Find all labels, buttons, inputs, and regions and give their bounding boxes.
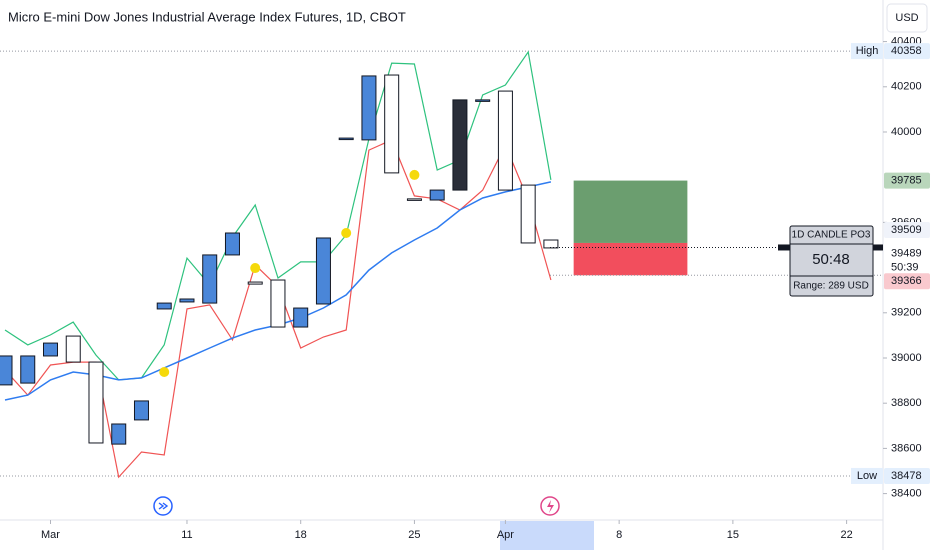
low-price: 38478 (891, 470, 922, 482)
y-tick-label: 39200 (891, 307, 922, 319)
candle-body (224, 232, 240, 256)
low-label: Low (857, 470, 877, 482)
stop-price: 39366 (891, 275, 922, 287)
stop-price-box (884, 273, 930, 290)
last-price-marker (873, 244, 883, 251)
candle-body (475, 99, 491, 102)
y-tick-label: 40200 (891, 81, 922, 93)
po3-title: 1D CANDLE PO3 (792, 230, 871, 241)
candle-body (247, 281, 263, 285)
last-price-box (884, 245, 930, 262)
candle-body (65, 335, 81, 363)
candle-body (543, 239, 559, 249)
candle-body (452, 99, 468, 191)
candle-body (270, 279, 286, 328)
chart-title: Micro E-mini Dow Jones Industrial Averag… (8, 9, 406, 24)
candle-body (497, 90, 513, 191)
target-price: 39785 (891, 174, 922, 186)
candle-body (520, 184, 536, 244)
entry-price: 39509 (891, 224, 922, 236)
y-tick-label: 40000 (891, 126, 922, 138)
x-tick-label: Apr (497, 529, 514, 541)
x-tick-label: 15 (727, 529, 739, 541)
candle-body (384, 74, 400, 174)
x-tick-label: 25 (408, 529, 420, 541)
candle-body (361, 75, 377, 141)
high-price: 40358 (891, 45, 922, 57)
candle-body (156, 302, 172, 310)
signal-dot (409, 169, 420, 180)
high-label-box (851, 43, 883, 60)
high-label: High (856, 45, 879, 57)
signal-dot (159, 367, 170, 378)
candle-body (429, 189, 445, 201)
date-range-highlight (500, 521, 594, 550)
candle-body (0, 355, 13, 386)
candle-body (338, 137, 354, 141)
candle-body (20, 355, 36, 384)
event-icon-glyph (158, 502, 169, 510)
candle-body (406, 198, 422, 201)
last-price-marker (778, 244, 790, 251)
countdown: 50:39 (891, 261, 919, 273)
po3-range: Range: 289 USD (793, 281, 869, 292)
loss-zone (573, 242, 688, 276)
event-icon-glyph (547, 500, 554, 513)
x-tick-label: 8 (616, 529, 622, 541)
signal-dot (250, 263, 261, 274)
low-label-box (851, 467, 883, 484)
candle-body (179, 298, 195, 303)
x-tick-label: 22 (840, 529, 852, 541)
low-price-box (884, 467, 930, 484)
candle-body (293, 307, 309, 328)
entry-price-box (884, 221, 930, 238)
last-price: 39489 (891, 247, 922, 259)
x-tick-label: 11 (181, 529, 192, 541)
x-tick-label: 18 (295, 529, 307, 541)
y-tick-label: 38400 (891, 488, 922, 500)
candle-body (202, 254, 218, 304)
target-price-box (884, 172, 930, 189)
candle-body (133, 400, 149, 421)
y-tick-label: 39000 (891, 352, 922, 364)
currency-button[interactable] (886, 3, 928, 33)
candle-body (42, 342, 58, 357)
high-price-box (884, 43, 930, 60)
x-tick-label: Mar (41, 529, 60, 541)
candle-body (88, 361, 104, 444)
candle-body (315, 237, 331, 305)
candle-body (111, 423, 127, 445)
y-tick-label: 38600 (891, 442, 922, 454)
y-tick-label: 38800 (891, 397, 922, 409)
signal-dot (341, 228, 352, 239)
currency: USD (895, 12, 918, 24)
po3-timer: 50:48 (812, 251, 850, 268)
profit-zone (573, 180, 688, 243)
